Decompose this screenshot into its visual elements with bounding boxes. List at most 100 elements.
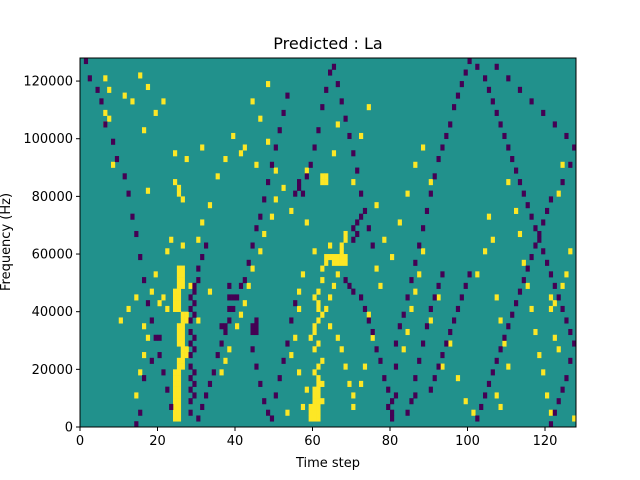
heatmap-cell-low — [401, 311, 406, 318]
heatmap-cell-low — [521, 277, 526, 284]
heatmap-cell-low — [413, 375, 418, 382]
heatmap-cell-low — [254, 328, 259, 336]
x-tick-label: 100 — [455, 434, 480, 449]
heatmap-cell-low — [207, 380, 213, 387]
heatmap-cell-high — [223, 156, 228, 163]
heatmap-cell-low — [188, 317, 193, 324]
heatmap-cell-low — [192, 334, 197, 341]
heatmap-cell-high — [176, 369, 182, 376]
heatmap-cell-high — [351, 392, 356, 399]
heatmap-cell-low — [231, 305, 236, 312]
heatmap-cell-low — [204, 242, 209, 249]
heatmap-cell-low — [568, 328, 573, 336]
heatmap-cell-high — [180, 340, 185, 347]
heatmap-cell-high — [529, 305, 534, 312]
heatmap-cell-high — [176, 409, 182, 416]
heatmap-cell-high — [176, 415, 182, 422]
heatmap-cell-low — [227, 305, 232, 312]
heatmap-cell-low — [506, 75, 511, 82]
heatmap-cell-high — [273, 167, 278, 174]
heatmap-cell-high — [138, 369, 143, 376]
heatmap-cell-high — [320, 277, 325, 284]
heatmap-cell-high — [173, 398, 178, 405]
heatmap-cell-low — [366, 225, 371, 232]
heatmap-cell-low — [269, 415, 275, 422]
heatmap-cell-low — [281, 109, 286, 116]
heatmap-cell-low — [347, 132, 352, 140]
x-tick-label: 60 — [304, 434, 321, 449]
heatmap-cell-low — [149, 317, 154, 324]
heatmap-cell-low — [165, 386, 170, 393]
heatmap-cell-high — [176, 398, 182, 405]
heatmap-cell-low — [273, 144, 278, 151]
heatmap-cell-high — [339, 259, 344, 266]
heatmap-cell-high — [537, 352, 542, 359]
y-axis-label: Frequency (Hz) — [0, 193, 14, 291]
heatmap-cell-high — [556, 346, 561, 353]
heatmap-cell-low — [386, 386, 391, 393]
heatmap-cell-high — [149, 288, 154, 295]
heatmap-cell-high — [200, 144, 205, 151]
heatmap-cell-low — [560, 179, 565, 186]
heatmap-cell-low — [494, 357, 499, 364]
heatmap-cell-low — [188, 340, 193, 347]
heatmap-cell-low — [382, 375, 387, 382]
heatmap-cell-low — [266, 409, 271, 416]
x-axis: 0 20 40 60 80 100 120 — [76, 427, 557, 449]
heatmap-cell-high — [250, 98, 255, 105]
heatmap-cell-high — [436, 294, 441, 301]
heatmap-cell-high — [401, 346, 406, 353]
heatmap-cell-low — [440, 352, 445, 359]
heatmap-cell-high — [362, 363, 368, 370]
heatmap-cell-low — [192, 392, 197, 399]
heatmap-cell-low — [300, 190, 306, 197]
heatmap-cell-low — [533, 225, 538, 232]
heatmap-cell-high — [153, 109, 158, 116]
heatmap-cell-high — [180, 196, 185, 203]
heatmap-cell-low — [548, 196, 554, 203]
heatmap-cell-high — [328, 254, 333, 261]
heatmap-cell-low — [235, 294, 240, 301]
heatmap-cell-low — [463, 282, 468, 289]
heatmap-cell-high — [308, 415, 313, 422]
heatmap-cell-high — [300, 403, 306, 411]
heatmap-cell-high — [517, 230, 523, 238]
heatmap-cell-high — [118, 317, 123, 324]
heatmap-cell-low — [428, 190, 433, 197]
heatmap-cell-high — [103, 75, 108, 82]
heatmap-cell-high — [471, 409, 476, 416]
heatmap-cell-high — [293, 334, 298, 341]
heatmap-cell-low — [111, 138, 116, 145]
heatmap-cell-high — [514, 207, 519, 214]
heatmap-cell-high — [138, 72, 143, 79]
heatmap-cell-low — [413, 259, 418, 266]
heatmap-cell-high — [339, 254, 344, 261]
heatmap-cell-high — [312, 369, 317, 376]
heatmap-cell-high — [126, 305, 131, 312]
heatmap-cell-high — [242, 144, 247, 151]
heatmap-cell-low — [169, 403, 174, 411]
heatmap-cell-low — [436, 282, 441, 289]
heatmap-cell-low — [196, 415, 201, 422]
heatmap-cell-low — [552, 409, 557, 416]
heatmap-cell-low — [529, 213, 534, 220]
heatmap-cell-high — [173, 300, 178, 307]
heatmap-cell-high — [165, 305, 170, 312]
heatmap-cell-high — [440, 363, 445, 370]
heatmap-cell-high — [339, 346, 344, 353]
heatmap-cell-high — [180, 323, 185, 330]
chart-title: Predicted : La — [273, 34, 382, 53]
heatmap-cell-high — [359, 132, 364, 140]
heatmap-cell-high — [207, 288, 213, 295]
heatmap-cell-high — [269, 213, 275, 220]
heatmap-cell-high — [130, 98, 135, 105]
heatmap-cell-low — [498, 121, 503, 128]
heatmap-cell-low — [552, 121, 557, 128]
heatmap-cell-high — [525, 282, 530, 289]
heatmap-cell-high — [312, 323, 317, 330]
heatmap-cell-high — [316, 409, 321, 416]
plot-frame — [79, 57, 577, 428]
heatmap-cell-low — [366, 317, 371, 324]
heatmap-cell-high — [494, 392, 499, 399]
